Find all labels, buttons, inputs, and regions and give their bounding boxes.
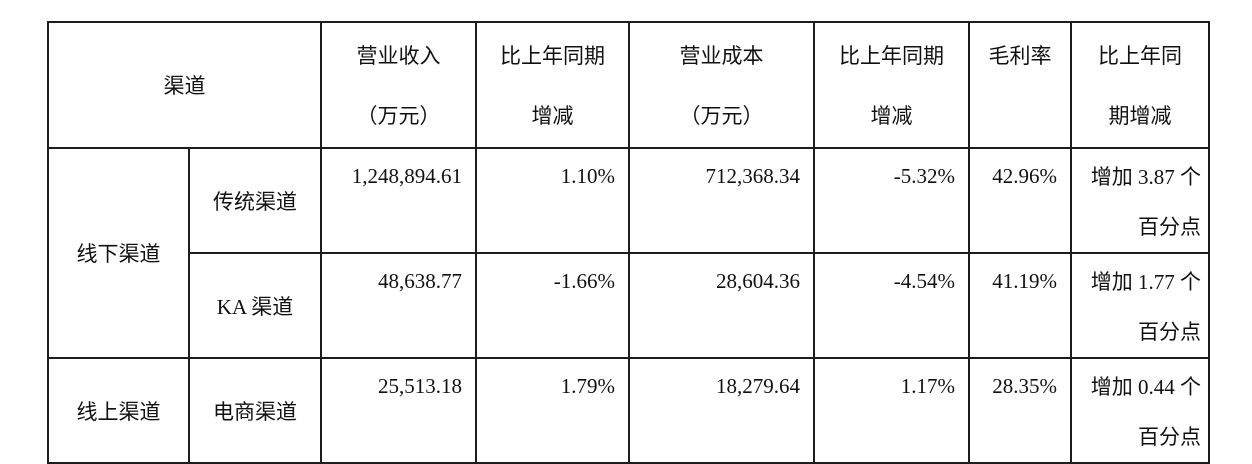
group-cell-offline: 线下渠道 bbox=[47, 147, 190, 359]
table-row-ka: KA 渠道 48,638.77 -1.66% 28,604.36 -4.54% … bbox=[48, 252, 1210, 359]
channel-cell-ecommerce: 电商渠道 bbox=[188, 357, 322, 464]
header-revenue-yoy: 比上年同期 增减 bbox=[475, 21, 630, 149]
channel-revenue-table-wrap: 渠道 营业收入 （万元） 比上年同期 增减 营业成本 （万元） 比上年同期 增减… bbox=[47, 21, 1210, 464]
gm-change-cell-ka: 增加 1.77 个 百分点 bbox=[1070, 252, 1210, 359]
gm-change-cell-ecommerce: 增加 0.44 个 百分点 bbox=[1070, 357, 1210, 464]
revenue-yoy-cell-traditional: 1.10% bbox=[475, 147, 630, 254]
cost-cell-ka: 28,604.36 bbox=[628, 252, 815, 359]
table-row-ecommerce: 线上渠道 电商渠道 25,513.18 1.79% 18,279.64 1.17… bbox=[47, 357, 1210, 464]
channel-revenue-table: 渠道 营业收入 （万元） 比上年同期 增减 营业成本 （万元） 比上年同期 增减… bbox=[47, 21, 1210, 464]
gm-change-cell-traditional: 增加 3.87 个 百分点 bbox=[1070, 147, 1210, 254]
revenue-yoy-cell-ka: -1.66% bbox=[475, 252, 630, 359]
header-cost-yoy-line2: 增减 bbox=[870, 104, 913, 128]
cost-cell-traditional: 712,368.34 bbox=[628, 147, 815, 254]
cost-yoy-cell-ka: -4.54% bbox=[813, 252, 970, 359]
header-gm-change-line2: 期增减 bbox=[1108, 104, 1172, 128]
channel-cell-traditional: 传统渠道 bbox=[188, 147, 322, 254]
gm-change-line2: 百分点 bbox=[1138, 215, 1201, 239]
header-cost: 营业成本 （万元） bbox=[628, 21, 815, 149]
header-revenue-yoy-line1: 比上年同期 bbox=[500, 44, 605, 68]
header-revenue-line2: （万元） bbox=[356, 104, 441, 128]
channel-cell-ka: KA 渠道 bbox=[188, 252, 322, 359]
gross-margin-cell-ka: 41.19% bbox=[968, 252, 1072, 359]
cost-yoy-cell-ecommerce: 1.17% bbox=[813, 357, 970, 464]
gross-margin-cell-traditional: 42.96% bbox=[968, 147, 1072, 254]
gm-change-line1: 增加 3.87 个 bbox=[1090, 165, 1201, 189]
gm-change-line1: 增加 0.44 个 bbox=[1090, 375, 1201, 399]
header-gm-change-line1: 比上年同 bbox=[1098, 44, 1182, 68]
revenue-cell-ka: 48,638.77 bbox=[320, 252, 477, 359]
group-cell-online: 线上渠道 bbox=[47, 357, 190, 464]
cost-yoy-cell-traditional: -5.32% bbox=[813, 147, 970, 254]
header-revenue-line1: 营业收入 bbox=[356, 44, 441, 68]
header-cost-line1: 营业成本 bbox=[679, 44, 764, 68]
header-gross-margin-line1: 毛利率 bbox=[988, 44, 1052, 68]
header-row: 渠道 营业收入 （万元） 比上年同期 增减 营业成本 （万元） 比上年同期 增减… bbox=[47, 21, 1210, 149]
revenue-cell-ecommerce: 25,513.18 bbox=[320, 357, 477, 464]
cost-cell-ecommerce: 18,279.64 bbox=[628, 357, 815, 464]
revenue-yoy-cell-ecommerce: 1.79% bbox=[475, 357, 630, 464]
header-channel: 渠道 bbox=[47, 21, 322, 149]
header-cost-yoy: 比上年同期 增减 bbox=[813, 21, 970, 149]
gm-change-line2: 百分点 bbox=[1138, 425, 1201, 449]
table-row-traditional: 线下渠道 传统渠道 1,248,894.61 1.10% 712,368.34 … bbox=[47, 147, 1210, 359]
header-gross-margin: 毛利率 bbox=[968, 21, 1072, 149]
revenue-cell-traditional: 1,248,894.61 bbox=[320, 147, 477, 254]
gross-margin-cell-ecommerce: 28.35% bbox=[968, 357, 1072, 464]
header-gm-change: 比上年同 期增减 bbox=[1070, 21, 1210, 149]
header-revenue-yoy-line2: 增减 bbox=[531, 104, 574, 128]
header-revenue: 营业收入 （万元） bbox=[320, 21, 477, 149]
gm-change-line1: 增加 1.77 个 bbox=[1090, 270, 1201, 294]
header-cost-line2: （万元） bbox=[679, 104, 764, 128]
header-cost-yoy-line1: 比上年同期 bbox=[839, 44, 944, 68]
gm-change-line2: 百分点 bbox=[1138, 320, 1201, 344]
